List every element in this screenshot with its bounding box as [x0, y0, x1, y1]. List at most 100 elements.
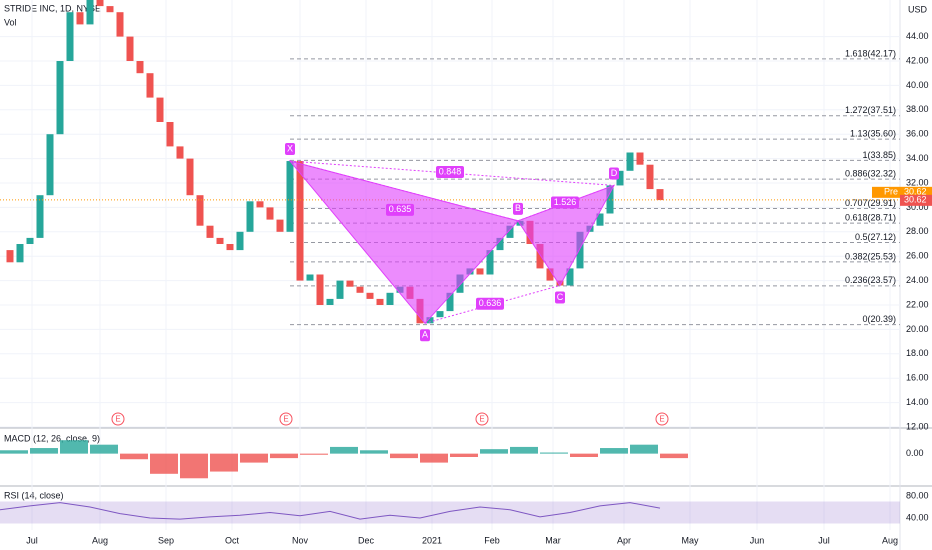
candle [226, 244, 234, 251]
candle [336, 280, 344, 299]
chart-title: STRIDE INC, 1D, NYSE [4, 3, 101, 13]
y-tick-label: 38.00 [906, 104, 929, 114]
candle [596, 213, 604, 226]
rsi-line [0, 502, 661, 520]
macd-bar [360, 450, 388, 454]
x-tick-label: Aug [92, 535, 108, 545]
x-tick-label: Dec [358, 535, 375, 545]
candle [446, 292, 454, 312]
candle [26, 237, 34, 244]
candle [566, 268, 574, 286]
volume-label: Vol [4, 17, 17, 27]
candle [316, 274, 324, 305]
candle [206, 225, 214, 238]
earnings-label: E [659, 415, 664, 424]
candle [246, 201, 254, 232]
point-label: B [515, 203, 521, 213]
macd-bar [330, 446, 358, 454]
x-tick-label: Mar [545, 535, 561, 545]
ratio-label: 0.635 [389, 204, 412, 214]
macd-bar [30, 448, 58, 454]
candle [76, 12, 84, 25]
x-tick-label: 2021 [422, 535, 442, 545]
fib-label: 0.886(32.32) [845, 168, 896, 178]
candle [656, 189, 664, 201]
earnings-marker [279, 412, 293, 426]
y-tick-label: 12.00 [906, 421, 929, 431]
macd-bar [570, 453, 598, 457]
y-tick-label: 44.00 [906, 31, 929, 41]
fib-label: 0.382(25.53) [845, 251, 896, 261]
rsi-tick-label: 40.00 [906, 512, 929, 522]
earnings-marker [475, 412, 489, 426]
earnings-label: E [115, 415, 120, 424]
y-tick-label: 18.00 [906, 348, 929, 358]
candle [216, 237, 224, 244]
point-label: D [611, 168, 618, 178]
candle [626, 152, 634, 171]
macd-bar [480, 449, 508, 454]
macd-bar [600, 448, 628, 454]
candle [376, 298, 384, 305]
x-tick-label: May [681, 535, 699, 545]
earnings-label: E [479, 415, 484, 424]
macd-bar [60, 440, 88, 454]
y-tick-label: 34.00 [906, 153, 929, 163]
candle [496, 237, 504, 251]
point-tag [555, 291, 565, 304]
candle [386, 292, 394, 305]
fib-label: 1(33.85) [862, 150, 896, 160]
y-tick-label: 30.00 [906, 202, 929, 212]
macd-bar [150, 453, 178, 474]
candle [266, 207, 274, 220]
point-tag [609, 167, 619, 180]
macd-bar [660, 453, 688, 459]
point-label: X [287, 143, 293, 153]
fib-label: 1.272(37.51) [845, 105, 896, 115]
macd-tick-label: 0.00 [906, 448, 924, 458]
candle [286, 161, 294, 232]
x-tick-label: Jun [750, 535, 765, 545]
candle [156, 97, 164, 122]
x-tick-label: Aug [882, 535, 898, 545]
y-tick-label: 16.00 [906, 373, 929, 383]
x-tick-label: Jul [818, 535, 830, 545]
fib-label: 0(20.39) [862, 314, 896, 324]
macd-bar [300, 453, 328, 455]
candle [6, 250, 14, 263]
fib-label: 0.618(28.71) [845, 213, 896, 223]
candle [276, 219, 284, 232]
point-tag [513, 202, 523, 215]
candle [136, 61, 144, 74]
macd-bar [210, 453, 238, 472]
macd-bar [540, 452, 568, 454]
macd-bar [0, 450, 28, 454]
pattern-diag [517, 184, 615, 222]
rsi-title: RSI (14, close) [4, 490, 64, 500]
candle [86, 0, 94, 25]
candle [256, 201, 264, 208]
x-tick-label: Nov [292, 535, 309, 545]
candle [646, 164, 654, 190]
candle [616, 170, 624, 186]
candle [356, 286, 364, 293]
x-tick-label: Apr [617, 535, 631, 545]
candle [636, 152, 644, 165]
earnings-marker [655, 412, 669, 426]
candle [176, 146, 184, 159]
fib-label: 0.236(23.57) [845, 275, 896, 285]
candle [236, 231, 244, 251]
candle [486, 250, 494, 275]
macd-bar [90, 444, 118, 454]
earnings-label: E [283, 415, 288, 424]
candle [506, 225, 514, 238]
candle [296, 161, 304, 281]
pattern-diag [289, 160, 519, 222]
fib-label: 0.5(27.12) [855, 232, 896, 242]
macd-bar [180, 453, 208, 479]
candle [426, 317, 434, 324]
candle [536, 244, 544, 269]
candle [66, 12, 74, 61]
y-tick-label: 20.00 [906, 324, 929, 334]
